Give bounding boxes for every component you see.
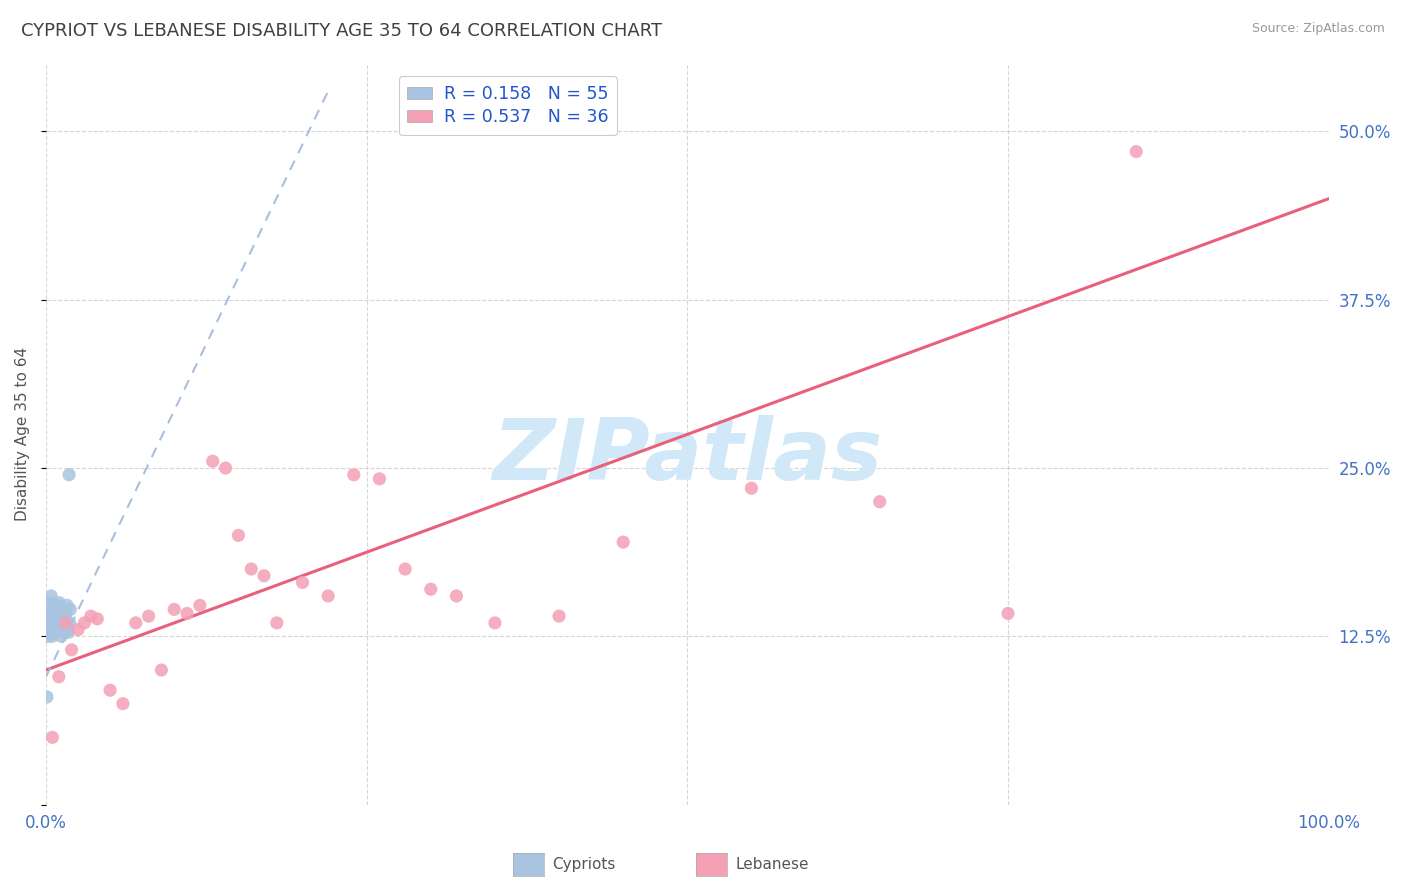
Text: Lebanese: Lebanese	[735, 857, 808, 871]
Point	[60, 642, 83, 657]
Point	[446, 589, 468, 603]
Point	[188, 599, 211, 613]
Point	[58, 467, 80, 482]
Point	[343, 467, 366, 482]
Point	[55, 607, 77, 621]
Point	[46, 620, 69, 634]
Point	[49, 607, 72, 621]
Legend: R = 0.158   N = 55, R = 0.537   N = 36: R = 0.158 N = 55, R = 0.537 N = 36	[398, 77, 617, 135]
Text: Cypriots: Cypriots	[553, 857, 616, 871]
Point	[53, 612, 76, 626]
Point	[56, 599, 79, 613]
Point	[52, 602, 75, 616]
Point	[612, 535, 634, 549]
Point	[41, 612, 63, 626]
Point	[44, 615, 66, 630]
Point	[39, 589, 62, 603]
Point	[37, 629, 59, 643]
Point	[46, 615, 69, 630]
Point	[869, 494, 891, 508]
Point	[45, 623, 67, 637]
Point	[38, 602, 60, 616]
Point	[291, 575, 314, 590]
Point	[38, 609, 60, 624]
Point	[176, 607, 198, 621]
Point	[41, 609, 63, 624]
Point	[41, 625, 63, 640]
Point	[368, 472, 391, 486]
Y-axis label: Disability Age 35 to 64: Disability Age 35 to 64	[15, 347, 30, 522]
Point	[98, 683, 121, 698]
Point	[59, 615, 82, 630]
Point	[53, 620, 76, 634]
Point	[138, 609, 160, 624]
Point	[41, 620, 63, 634]
Text: Source: ZipAtlas.com: Source: ZipAtlas.com	[1251, 22, 1385, 36]
Point	[484, 615, 506, 630]
Point	[48, 602, 70, 616]
Point	[59, 602, 82, 616]
Point	[49, 612, 72, 626]
Point	[38, 612, 60, 626]
Point	[48, 612, 70, 626]
Point	[44, 599, 66, 613]
Point	[67, 623, 90, 637]
Point	[39, 607, 62, 621]
Point	[240, 562, 263, 576]
Point	[740, 481, 762, 495]
Point	[548, 609, 571, 624]
Point	[150, 663, 173, 677]
Point	[42, 607, 65, 621]
Point	[111, 697, 134, 711]
Point	[163, 602, 186, 616]
Point	[266, 615, 288, 630]
Point	[42, 615, 65, 630]
Point	[37, 620, 59, 634]
Point	[39, 615, 62, 630]
Point	[51, 609, 73, 624]
Point	[58, 625, 80, 640]
Point	[48, 596, 70, 610]
Point	[45, 615, 67, 630]
Point	[56, 623, 79, 637]
Point	[45, 602, 67, 616]
Point	[53, 615, 76, 630]
Point	[37, 625, 59, 640]
Text: ZIPatlas: ZIPatlas	[492, 415, 883, 498]
Point	[419, 582, 441, 597]
Point	[51, 629, 73, 643]
Point	[73, 615, 96, 630]
Point	[214, 461, 236, 475]
Point	[35, 690, 58, 704]
Point	[253, 568, 276, 582]
Point	[228, 528, 250, 542]
Point	[52, 615, 75, 630]
Point	[42, 615, 65, 630]
Point	[45, 612, 67, 626]
Point	[41, 629, 63, 643]
Text: CYPRIOT VS LEBANESE DISABILITY AGE 35 TO 64 CORRELATION CHART: CYPRIOT VS LEBANESE DISABILITY AGE 35 TO…	[21, 22, 662, 40]
Point	[80, 609, 103, 624]
Point	[46, 609, 69, 624]
Point	[316, 589, 339, 603]
Point	[38, 615, 60, 630]
Point	[52, 625, 75, 640]
Point	[48, 670, 70, 684]
Point	[201, 454, 224, 468]
Point	[45, 607, 67, 621]
Point	[1125, 145, 1147, 159]
Point	[394, 562, 416, 576]
Point	[46, 599, 69, 613]
Point	[997, 607, 1019, 621]
Point	[86, 612, 108, 626]
Point	[39, 596, 62, 610]
Point	[55, 615, 77, 630]
Point	[41, 731, 63, 745]
Point	[125, 615, 148, 630]
Point	[44, 625, 66, 640]
Point	[42, 625, 65, 640]
Point	[44, 623, 66, 637]
Point	[38, 623, 60, 637]
